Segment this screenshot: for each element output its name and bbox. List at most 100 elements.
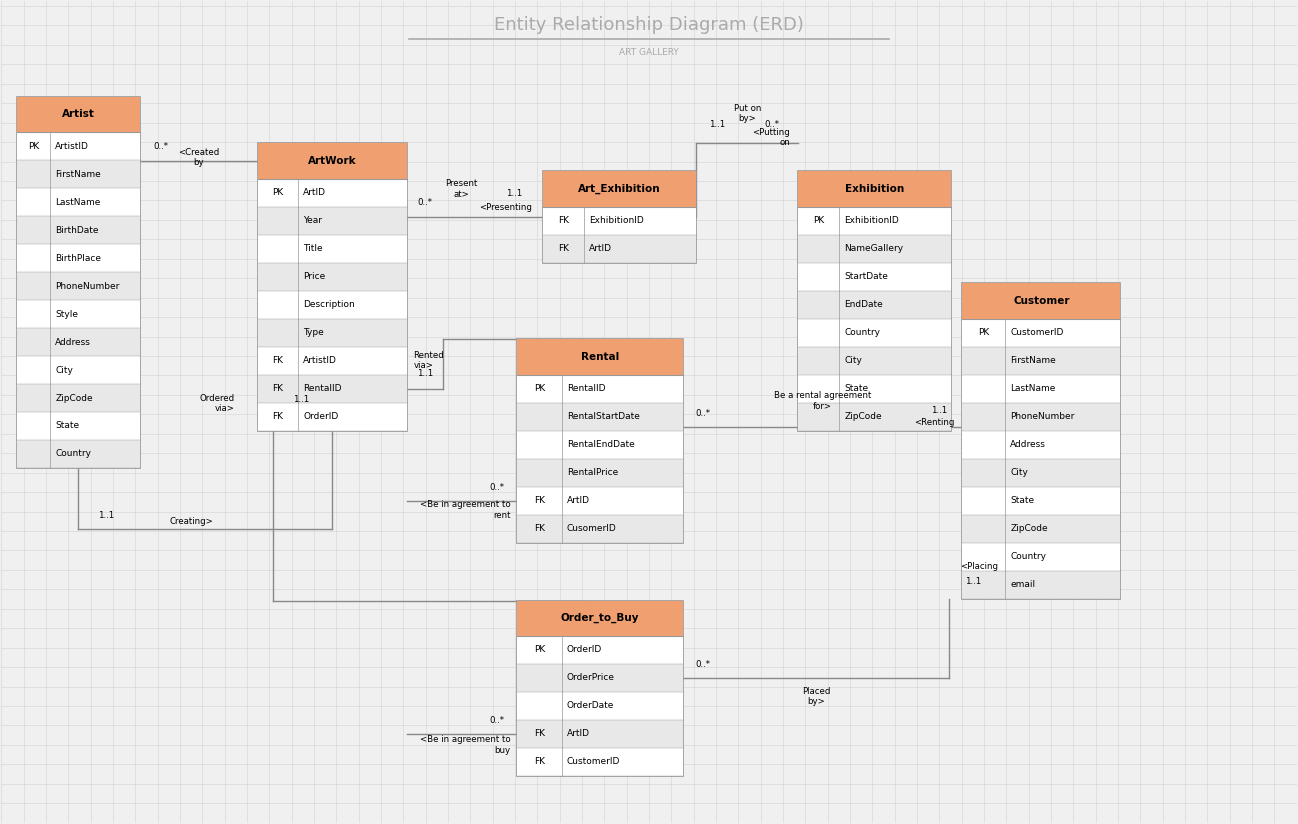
Text: State: State [56, 422, 79, 430]
Text: State: State [1010, 496, 1035, 505]
Text: Title: Title [304, 244, 323, 253]
Text: 0..*: 0..* [696, 410, 710, 419]
Bar [517, 515, 683, 543]
Text: 1..1: 1..1 [293, 396, 309, 405]
Text: ArtID: ArtID [304, 188, 326, 197]
Text: City: City [1010, 468, 1028, 477]
Text: 1..1: 1..1 [931, 405, 948, 414]
Text: Put on
by>: Put on by> [733, 104, 761, 123]
Bar [17, 216, 140, 244]
Text: Address: Address [56, 338, 91, 347]
Text: ArtistID: ArtistID [56, 142, 90, 151]
Text: Country: Country [56, 450, 91, 458]
Text: Art_Exhibition: Art_Exhibition [578, 184, 661, 194]
Bar [962, 283, 1120, 599]
Text: FK: FK [533, 757, 545, 766]
Text: ZipCode: ZipCode [1010, 524, 1047, 533]
Text: RentalPrice: RentalPrice [567, 468, 618, 477]
Bar [798, 207, 951, 235]
Text: PK: PK [533, 645, 545, 654]
Text: Entity Relationship Diagram (ERD): Entity Relationship Diagram (ERD) [495, 16, 803, 34]
Bar [258, 291, 406, 319]
Bar [543, 171, 696, 263]
Text: ArtistID: ArtistID [304, 356, 337, 365]
Text: FirstName: FirstName [1010, 356, 1057, 365]
Bar [798, 235, 951, 263]
Bar [17, 300, 140, 328]
Bar [517, 636, 683, 664]
Text: 0..*: 0..* [489, 716, 504, 725]
Bar [258, 403, 406, 431]
Text: 0..*: 0..* [765, 120, 780, 129]
Text: State: State [845, 384, 868, 393]
Bar [962, 487, 1120, 515]
Bar [517, 487, 683, 515]
Text: <Be in agreement to
buy: <Be in agreement to buy [419, 736, 510, 755]
Text: 1..1: 1..1 [417, 369, 434, 378]
Text: 0..*: 0..* [696, 660, 710, 669]
Bar [798, 319, 951, 347]
Text: ArtWork: ArtWork [308, 156, 357, 166]
Bar [798, 347, 951, 375]
Text: RentalStartDate: RentalStartDate [567, 412, 640, 421]
Bar [798, 403, 951, 431]
Bar [17, 384, 140, 412]
Text: Description: Description [304, 300, 354, 309]
Bar [17, 328, 140, 356]
Bar [962, 515, 1120, 543]
Text: Type: Type [304, 328, 324, 337]
Text: ExhibitionID: ExhibitionID [589, 216, 644, 225]
Text: PhoneNumber: PhoneNumber [56, 282, 119, 291]
Bar [258, 235, 406, 263]
Text: StartDate: StartDate [845, 272, 888, 281]
Text: Customer: Customer [1014, 296, 1070, 306]
Bar [258, 347, 406, 375]
Bar [517, 403, 683, 431]
Text: City: City [845, 356, 862, 365]
Text: RentalID: RentalID [304, 384, 341, 393]
Bar [17, 356, 140, 384]
Text: PK: PK [273, 188, 283, 197]
Bar [517, 339, 683, 375]
Text: FK: FK [533, 496, 545, 505]
Text: Year: Year [304, 216, 322, 225]
Bar [517, 720, 683, 748]
Bar [258, 143, 406, 179]
Bar [517, 748, 683, 776]
Bar [962, 571, 1120, 599]
Text: RentalID: RentalID [567, 384, 605, 393]
Text: Exhibition: Exhibition [845, 184, 903, 194]
Text: Be a rental agreement
for>: Be a rental agreement for> [774, 391, 871, 410]
Bar [17, 188, 140, 216]
Text: OrderID: OrderID [567, 645, 602, 654]
Text: 1..1: 1..1 [709, 120, 724, 129]
Bar [17, 412, 140, 440]
Text: BirthDate: BirthDate [56, 226, 99, 235]
Text: PK: PK [979, 328, 989, 337]
Text: <Be in agreement to
rent: <Be in agreement to rent [419, 500, 510, 520]
Text: LastName: LastName [1010, 384, 1055, 393]
Bar [798, 375, 951, 403]
Text: FK: FK [558, 244, 569, 253]
Bar [962, 459, 1120, 487]
Text: ArtID: ArtID [589, 244, 613, 253]
Text: FK: FK [533, 524, 545, 533]
Text: Country: Country [1010, 552, 1046, 561]
Bar [258, 375, 406, 403]
Text: City: City [56, 366, 73, 374]
Text: <Created
by: <Created by [178, 147, 219, 167]
Text: <Placing: <Placing [959, 563, 998, 571]
Bar [17, 160, 140, 188]
Bar [258, 207, 406, 235]
Bar [258, 263, 406, 291]
Text: Placed
by>: Placed by> [802, 687, 831, 706]
Bar [17, 244, 140, 272]
Bar [517, 664, 683, 692]
Text: CusomerID: CusomerID [567, 524, 617, 533]
Text: 0..*: 0..* [417, 198, 432, 207]
Bar [17, 272, 140, 300]
Text: 0..*: 0..* [153, 142, 167, 151]
Bar [258, 179, 406, 207]
Text: Style: Style [56, 310, 78, 319]
Text: BirthPlace: BirthPlace [56, 254, 101, 263]
